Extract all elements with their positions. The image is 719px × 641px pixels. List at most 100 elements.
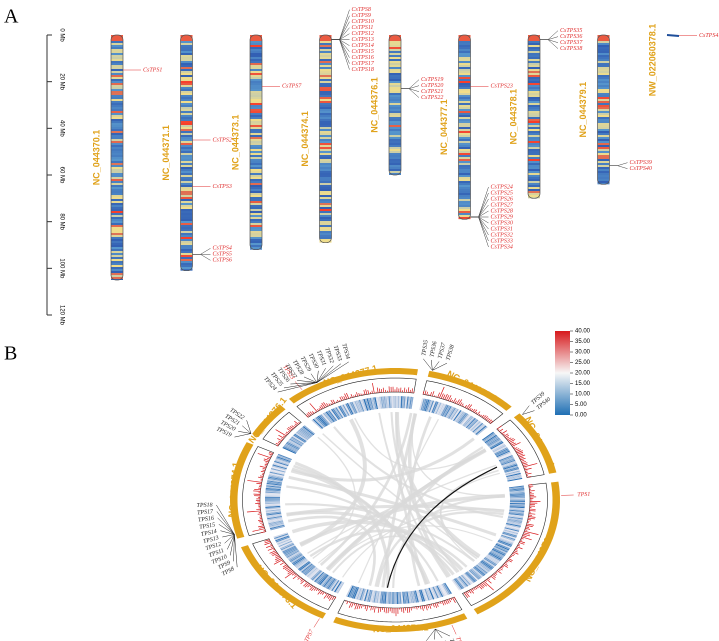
density-band xyxy=(597,115,610,117)
heatmap-cell xyxy=(490,441,504,450)
density-band xyxy=(597,105,610,107)
histogram-bar xyxy=(366,605,369,612)
heatmap-cell xyxy=(503,464,518,470)
histogram-bar xyxy=(489,420,494,424)
heatmap-cell xyxy=(498,455,513,462)
chromosome xyxy=(110,34,124,281)
histogram-bar xyxy=(523,532,530,535)
density-band xyxy=(111,89,123,91)
density-band xyxy=(597,181,610,183)
link xyxy=(319,412,413,566)
histogram-bar xyxy=(346,392,350,399)
heatmap-cell xyxy=(501,460,516,467)
density-band xyxy=(180,85,193,87)
gene-label: CsTPS28 xyxy=(491,208,513,214)
density-band xyxy=(458,123,471,125)
heatmap-cell xyxy=(301,426,314,436)
gene-label: TPS32 xyxy=(323,347,334,364)
histogram-bar xyxy=(278,434,285,439)
legend-label: 20.00 xyxy=(575,371,591,377)
link xyxy=(333,426,504,519)
heatmap-cell xyxy=(508,485,524,489)
gene-label: CsTPS14 xyxy=(352,42,374,49)
density-band xyxy=(250,39,262,41)
heatmap-cell xyxy=(413,590,418,603)
heatmap-cell xyxy=(286,550,300,559)
density-band xyxy=(111,171,123,173)
histogram-bar xyxy=(466,403,471,409)
density-band xyxy=(597,63,610,65)
density-band xyxy=(111,141,123,143)
histogram-bar xyxy=(287,569,292,573)
density-band xyxy=(597,101,610,103)
density-band xyxy=(528,147,540,149)
heatmap-cell xyxy=(287,440,301,449)
histogram-bar xyxy=(513,551,519,555)
density-band xyxy=(111,223,123,225)
density-band xyxy=(389,57,401,59)
histogram-bar xyxy=(483,581,494,591)
histogram-bar xyxy=(500,566,503,569)
density-band xyxy=(111,147,123,149)
gene-connector xyxy=(192,248,211,255)
density-band xyxy=(250,131,262,133)
density-band xyxy=(319,229,332,231)
heatmap-cell xyxy=(473,423,485,434)
legend-label: 15.00 xyxy=(575,381,591,387)
density-band xyxy=(458,173,471,175)
density-band xyxy=(389,109,401,111)
gene-connector xyxy=(426,628,436,641)
histogram-bar xyxy=(346,601,349,605)
density-band xyxy=(180,225,193,227)
histogram-bar xyxy=(324,592,327,594)
density-band xyxy=(597,175,610,177)
density-band xyxy=(319,237,332,239)
density-band xyxy=(319,159,332,161)
density-band xyxy=(528,117,540,119)
histogram-track xyxy=(296,377,417,418)
density-band xyxy=(458,87,471,89)
histogram-bar xyxy=(259,526,265,529)
histogram-bar xyxy=(518,542,525,545)
density-band xyxy=(458,127,471,129)
density-band xyxy=(111,155,123,157)
density-band xyxy=(250,57,262,59)
histogram-bar xyxy=(307,412,312,416)
density-band xyxy=(528,71,540,73)
histogram-bar xyxy=(513,447,518,450)
density-band xyxy=(180,185,193,187)
histogram-bar xyxy=(498,569,501,572)
density-band xyxy=(389,155,401,157)
heatmap-cell xyxy=(317,573,328,585)
heatmap-cell xyxy=(494,545,508,553)
density-band xyxy=(319,51,332,53)
density-band xyxy=(389,95,401,97)
histogram-bar xyxy=(506,560,509,563)
heatmap-cell xyxy=(321,413,332,424)
heatmap-cell xyxy=(364,398,370,411)
heatmap-cell xyxy=(419,398,424,411)
chromosome-outline xyxy=(666,34,680,37)
density-band xyxy=(597,83,610,85)
density-band xyxy=(528,59,540,61)
heatmap-cell xyxy=(504,527,520,532)
gene-connector xyxy=(224,534,235,544)
density-band xyxy=(180,83,193,85)
density-band xyxy=(180,145,193,147)
density-band xyxy=(319,71,332,73)
density-band xyxy=(250,73,262,75)
histogram-bar xyxy=(424,390,427,395)
density-band xyxy=(389,135,401,137)
gene-label: TPS13 xyxy=(203,535,220,545)
histogram-bar xyxy=(264,463,268,466)
gene-label: CsTPS29 xyxy=(491,214,513,220)
density-band xyxy=(180,159,193,161)
density-band xyxy=(319,195,332,197)
link xyxy=(439,472,500,562)
density-band xyxy=(180,269,193,271)
density-band xyxy=(528,89,540,91)
histogram-bar xyxy=(499,567,503,571)
density-band xyxy=(250,77,262,79)
heatmap-cell xyxy=(367,589,372,602)
